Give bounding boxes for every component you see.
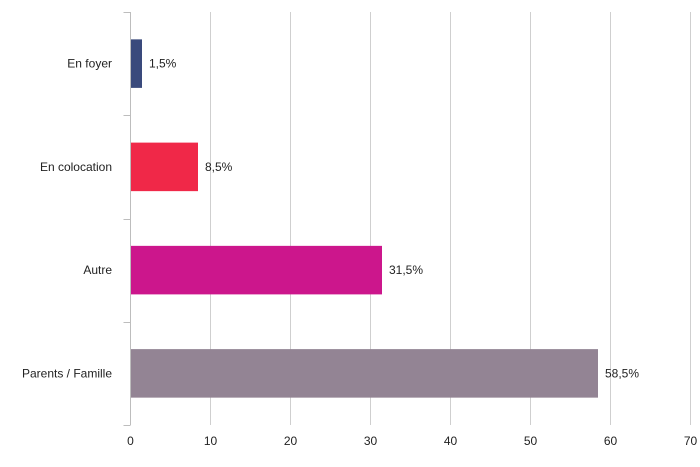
data-label: 8,5% [205,160,233,174]
x-tick-label: 60 [604,434,618,448]
grid-lines [210,12,691,425]
x-tick-label: 10 [204,434,218,448]
category-label: Autre [83,263,112,277]
y-axis [123,12,131,426]
bars [131,39,598,398]
x-tick-label: 0 [127,434,134,448]
data-label: 31,5% [389,263,423,277]
bar [131,142,198,192]
x-tick-label: 50 [524,434,538,448]
data-label: 58,5% [605,366,639,380]
x-tick-label: 30 [364,434,378,448]
x-tick-label: 70 [684,434,698,448]
category-labels: En foyer En colocation Autre Parents / Fami… [22,57,112,381]
value-labels: 1,5% 8,5% 31,5% 58,5% [149,57,639,381]
category-label: En colocation [40,160,112,174]
bar [131,39,142,88]
category-label: Parents / Famille [22,366,112,380]
x-tick-label: 40 [444,434,458,448]
category-label: En foyer [67,57,112,71]
x-tick-label: 20 [284,434,298,448]
data-label: 1,5% [149,57,177,71]
x-tick-labels: 0 10 20 30 40 50 60 70 [127,434,697,448]
bar [131,349,598,398]
bar [131,245,382,295]
